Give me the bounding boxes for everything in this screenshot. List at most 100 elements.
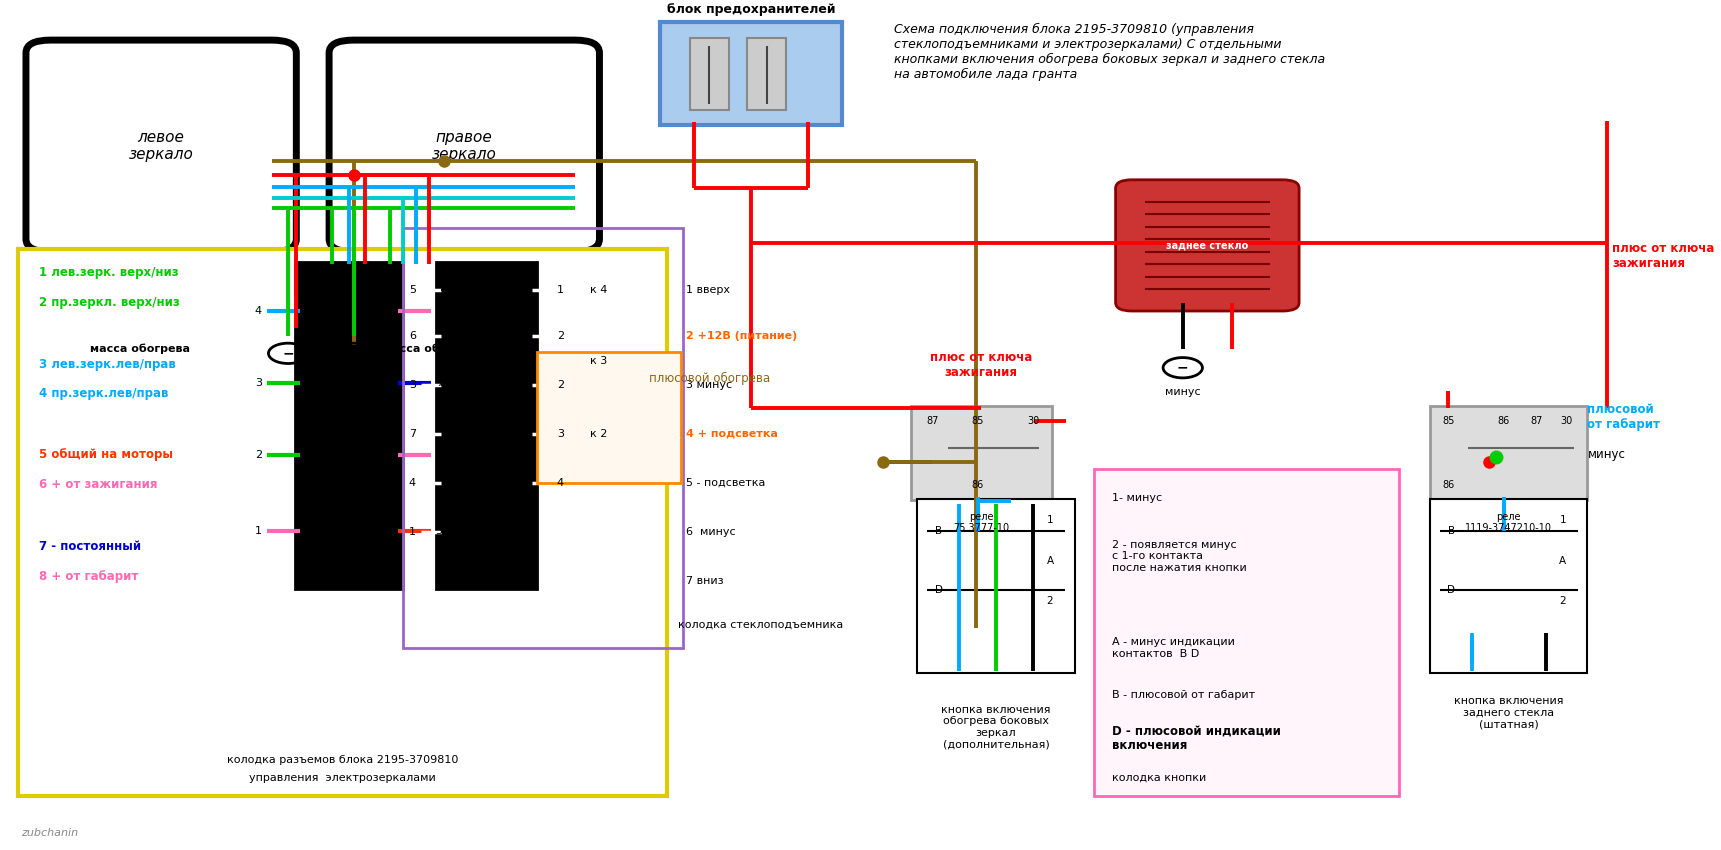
FancyBboxPatch shape (17, 249, 666, 796)
Text: A: A (1046, 556, 1053, 566)
Text: 2: 2 (255, 450, 262, 460)
Text: В - плюсовой от габарит: В - плюсовой от габарит (1112, 690, 1255, 700)
Text: плюсовой обогрева: плюсовой обогрева (649, 372, 769, 385)
FancyBboxPatch shape (910, 405, 1052, 500)
Text: к 2: к 2 (590, 428, 608, 439)
Text: 3 лев.зерк.лев/прав: 3 лев.зерк.лев/прав (40, 358, 176, 371)
FancyBboxPatch shape (435, 262, 537, 589)
Text: 6  минус: 6 минус (687, 527, 737, 537)
Text: D: D (1447, 586, 1456, 595)
Text: 8 + от габарит: 8 + от габарит (40, 570, 138, 582)
Text: левое
зеркало: левое зеркало (129, 130, 193, 162)
Text: 3 минус: 3 минус (687, 380, 733, 389)
FancyBboxPatch shape (1115, 180, 1299, 311)
Text: 7: 7 (435, 378, 442, 388)
Text: колодка стеклоподъемника: колодка стеклоподъемника (678, 620, 843, 630)
Text: 1: 1 (1559, 515, 1566, 525)
Text: блок предохранителей: блок предохранителей (666, 3, 835, 16)
Text: Схема подключения блока 2195-3709810 (управления
стеклоподъемниками и электрозер: Схема подключения блока 2195-3709810 (уп… (895, 23, 1325, 82)
Text: 86: 86 (1442, 479, 1454, 490)
Text: правое
зеркало: правое зеркало (432, 130, 497, 162)
Text: 4: 4 (558, 478, 564, 488)
FancyBboxPatch shape (1430, 499, 1587, 673)
Text: А - минус индикации
контактов  В D: А - минус индикации контактов В D (1112, 637, 1236, 659)
Text: 2: 2 (1046, 597, 1053, 606)
Text: 1 вверх: 1 вверх (687, 285, 730, 295)
Text: 86: 86 (1497, 416, 1509, 426)
Text: −: − (282, 346, 294, 360)
Text: 1: 1 (1046, 515, 1053, 525)
Text: 30: 30 (1027, 416, 1039, 426)
Text: 3: 3 (410, 380, 416, 389)
Text: колодка разъемов блока 2195-3709810: колодка разъемов блока 2195-3709810 (227, 755, 458, 765)
Text: 5 общий на моторы: 5 общий на моторы (40, 449, 174, 462)
Text: 5 - подсветка: 5 - подсветка (687, 478, 766, 488)
Text: 6: 6 (435, 450, 442, 460)
Text: заднее стекло: заднее стекло (1167, 241, 1248, 251)
Text: плюс от ключа
зажигания: плюс от ключа зажигания (1613, 242, 1714, 270)
Text: 30: 30 (1559, 416, 1573, 426)
Text: 2: 2 (558, 380, 564, 389)
Text: реле
75.3777-10: реле 75.3777-10 (953, 512, 1009, 534)
Text: колодка кнопки: колодка кнопки (1112, 773, 1206, 782)
Text: плюс от ключа
зажигания: плюс от ключа зажигания (929, 351, 1033, 379)
Text: 2 - появляется минус
с 1-го контакта
после нажатия кнопки: 2 - появляется минус с 1-го контакта пос… (1112, 540, 1248, 573)
Text: 7 вниз: 7 вниз (687, 576, 725, 586)
Text: 3: 3 (255, 378, 262, 388)
Text: 85: 85 (1442, 416, 1454, 426)
FancyBboxPatch shape (294, 262, 403, 589)
Text: −: − (1177, 360, 1189, 375)
Text: масса обогрева: масса обогрева (384, 344, 484, 354)
Text: 7 - постоянный: 7 - постоянный (40, 540, 141, 552)
FancyBboxPatch shape (747, 38, 786, 110)
Text: 6 + от зажигания: 6 + от зажигания (40, 478, 158, 491)
Text: 1- минус: 1- минус (1112, 493, 1162, 503)
Text: минус: минус (1165, 388, 1201, 397)
Text: 4: 4 (255, 306, 262, 316)
Text: 4: 4 (410, 478, 416, 488)
Text: 1: 1 (410, 527, 416, 537)
Text: 1: 1 (255, 526, 262, 536)
Text: 86: 86 (972, 479, 984, 490)
Text: 2: 2 (1559, 597, 1566, 606)
Text: к 3: к 3 (590, 356, 608, 366)
Text: 8: 8 (435, 306, 442, 316)
Text: 5: 5 (435, 526, 442, 536)
Text: кнопка включения
заднего стекла
(штатная): кнопка включения заднего стекла (штатная… (1454, 696, 1564, 729)
FancyBboxPatch shape (537, 353, 682, 483)
FancyBboxPatch shape (1095, 469, 1399, 796)
Text: 87: 87 (1530, 416, 1542, 426)
FancyBboxPatch shape (1430, 405, 1587, 500)
Text: 4 пр.зерк.лев/прав: 4 пр.зерк.лев/прав (40, 388, 169, 400)
FancyBboxPatch shape (690, 38, 730, 110)
Text: 7: 7 (410, 428, 416, 439)
Text: A: A (1559, 556, 1566, 566)
Text: плюсовой
от габарит: плюсовой от габарит (1587, 403, 1661, 431)
Text: 5: 5 (410, 285, 416, 295)
Text: минус: минус (1587, 449, 1625, 462)
Text: управления  электрозеркалами: управления электрозеркалами (250, 774, 435, 784)
Text: −: − (348, 346, 360, 360)
Text: 87: 87 (926, 416, 938, 426)
Text: к 4: к 4 (590, 285, 608, 295)
Text: реле
1119-3747210-10: реле 1119-3747210-10 (1465, 512, 1552, 534)
FancyBboxPatch shape (329, 40, 599, 252)
Text: 2 пр.зеркл. верх/низ: 2 пр.зеркл. верх/низ (40, 296, 179, 309)
Text: 2: 2 (558, 332, 564, 342)
FancyBboxPatch shape (26, 40, 296, 252)
FancyBboxPatch shape (661, 22, 842, 125)
Text: 2 +12В (питание): 2 +12В (питание) (687, 332, 797, 342)
Text: B: B (935, 526, 941, 536)
Text: D: D (935, 586, 943, 595)
Text: zubchanin: zubchanin (21, 829, 77, 838)
Text: 4 + подсветка: 4 + подсветка (687, 428, 778, 439)
Text: 1: 1 (558, 285, 564, 295)
FancyBboxPatch shape (917, 499, 1074, 673)
Text: 85: 85 (972, 416, 984, 426)
Text: кнопка включения
обогрева боковых
зеркал
(дополнительная): кнопка включения обогрева боковых зеркал… (941, 705, 1052, 750)
Text: D - плюсовой индикации
включения: D - плюсовой индикации включения (1112, 724, 1280, 752)
Text: масса обогрева: масса обогрева (89, 344, 189, 354)
Text: 6: 6 (410, 332, 416, 342)
Text: 3: 3 (558, 428, 564, 439)
Text: B: B (1447, 526, 1454, 536)
